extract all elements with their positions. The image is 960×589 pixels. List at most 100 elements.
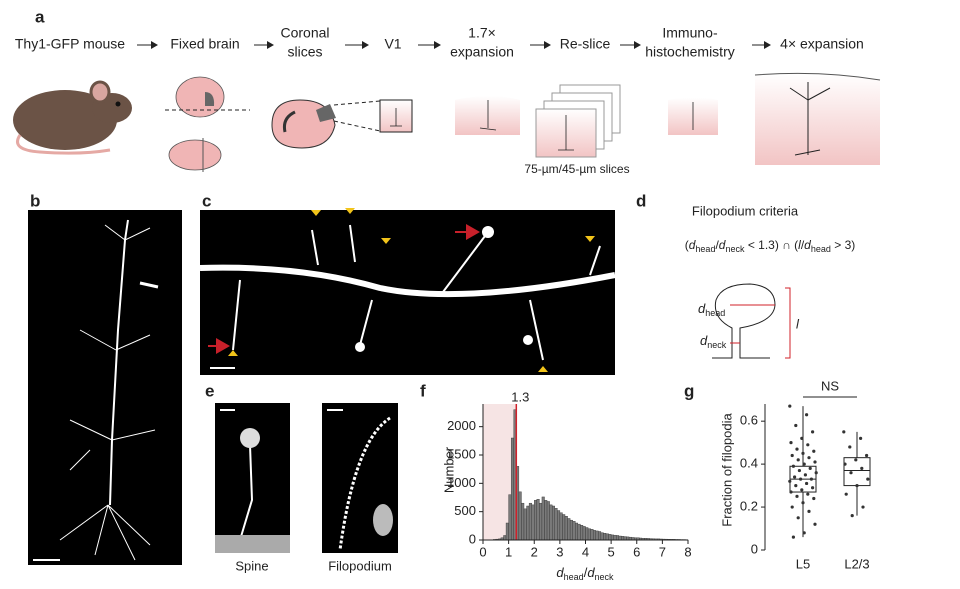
histogram-bar xyxy=(564,516,568,541)
threshold-label: 1.3 xyxy=(511,389,529,404)
data-point xyxy=(843,462,847,466)
histogram-bar xyxy=(621,536,625,541)
data-point xyxy=(806,492,810,496)
data-point xyxy=(791,535,796,539)
histogram-bar xyxy=(510,437,514,541)
y-tick-label: 500 xyxy=(454,503,476,518)
data-point xyxy=(805,481,809,486)
y-tick-label: 0.6 xyxy=(740,413,758,428)
histogram-bar xyxy=(531,504,535,541)
image-caption: Filopodium xyxy=(328,558,392,573)
panel-label: d xyxy=(636,191,646,210)
diagram-label-part: d xyxy=(698,301,706,316)
formula-part: l xyxy=(798,238,801,252)
workflow-step: Fixed brain xyxy=(170,36,239,52)
data-point xyxy=(850,514,854,518)
significance-label: NS xyxy=(821,378,839,393)
histogram-bar xyxy=(521,502,525,541)
histogram-bar xyxy=(590,529,594,541)
data-point xyxy=(802,531,806,535)
panel-label: b xyxy=(30,191,40,210)
data-point xyxy=(807,456,811,460)
x-label-part: d xyxy=(556,565,564,580)
panel-label: f xyxy=(420,381,426,400)
x-label-part: d xyxy=(587,565,595,580)
spine-diagram xyxy=(712,283,791,359)
formula-part: > 3) xyxy=(831,238,855,252)
formula-part: head xyxy=(811,244,831,254)
y-tick-label: 1500 xyxy=(447,446,476,461)
data-point xyxy=(805,413,809,417)
data-point xyxy=(795,494,799,498)
diagram-label-part: d xyxy=(700,333,708,348)
workflow-step: V1 xyxy=(384,36,401,52)
panel-label: c xyxy=(202,191,211,210)
criteria-title: Filopodium criteria xyxy=(692,203,799,218)
data-point xyxy=(813,522,817,526)
data-point xyxy=(814,471,818,475)
histogram-bar xyxy=(557,510,561,541)
histogram-bar xyxy=(539,502,543,541)
image-caption: Spine xyxy=(235,558,268,573)
workflow-step: 1.7× xyxy=(468,25,496,41)
x-tick-label: 5 xyxy=(608,544,615,559)
y-tick-label: 1000 xyxy=(447,475,476,490)
histogram-bar xyxy=(600,532,604,541)
histogram-bar xyxy=(623,536,627,541)
histogram-bar xyxy=(534,500,538,541)
data-point xyxy=(811,486,815,490)
x-tick-label: 0 xyxy=(479,544,486,559)
y-tick-label: 0.4 xyxy=(740,456,758,471)
formula-part: d xyxy=(689,238,696,252)
histogram-bar xyxy=(613,534,617,541)
histogram-bar xyxy=(587,528,591,541)
data-point xyxy=(791,464,796,468)
histogram-bar xyxy=(554,508,558,541)
data-point xyxy=(795,447,799,451)
data-point xyxy=(866,477,870,481)
data-point xyxy=(797,468,802,473)
workflow-step: Coronal xyxy=(280,25,329,41)
data-point xyxy=(794,483,798,488)
image-neuron xyxy=(28,210,182,565)
data-point xyxy=(812,496,816,501)
histogram-bar xyxy=(536,499,540,541)
data-point xyxy=(796,516,800,520)
histogram-bar xyxy=(603,533,607,541)
data-point xyxy=(794,423,798,428)
formula-part: < 1.3) ∩ ( xyxy=(745,238,799,252)
data-point xyxy=(800,488,804,492)
illustrations xyxy=(13,72,881,172)
histogram-bar xyxy=(575,522,579,541)
histogram-bar xyxy=(592,530,596,541)
data-point xyxy=(844,492,848,496)
formula-part: ( xyxy=(685,238,689,252)
data-point xyxy=(799,477,803,481)
criteria-formula: (dhead/dneck < 1.3) ∩ (l/dhead > 3) xyxy=(685,238,856,254)
y-axis-label: Number xyxy=(441,446,456,493)
x-tick-label: L2/3 xyxy=(844,556,869,571)
histogram-bar xyxy=(567,518,571,541)
data-point xyxy=(811,430,815,434)
histogram-bar xyxy=(546,501,550,541)
data-point xyxy=(802,462,806,466)
histogram-bar xyxy=(541,496,545,541)
data-point xyxy=(790,505,794,509)
histogram-bar xyxy=(508,494,512,541)
image-spine xyxy=(215,403,290,553)
data-point xyxy=(796,458,800,462)
data-point xyxy=(813,460,817,464)
formula-part: d xyxy=(719,238,726,252)
data-point xyxy=(806,443,810,447)
data-point xyxy=(801,451,805,455)
x-label-part: head xyxy=(564,572,584,582)
data-point xyxy=(807,509,811,513)
data-point xyxy=(801,501,805,505)
histogram-bar xyxy=(598,531,602,541)
histogram-bar xyxy=(618,535,622,541)
histogram-bar xyxy=(577,523,581,541)
diagram-label-part: head xyxy=(705,308,725,318)
data-point xyxy=(793,475,797,479)
histogram-bar xyxy=(518,491,522,541)
